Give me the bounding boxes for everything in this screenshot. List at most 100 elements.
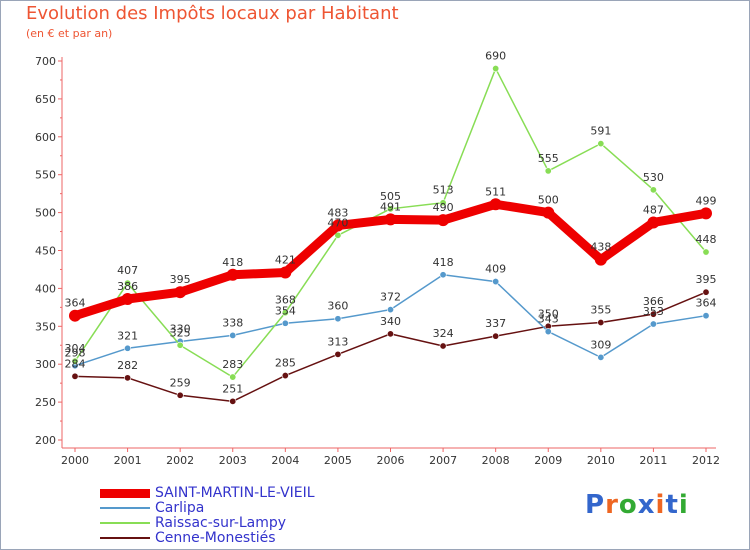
data-point [647, 216, 660, 229]
x-tick-label: 2000 [61, 454, 89, 467]
data-point [439, 342, 447, 350]
x-tick-label: 2010 [587, 454, 615, 467]
data-point [331, 219, 344, 232]
data-point [124, 279, 132, 287]
y-tick-label: 350 [35, 320, 56, 333]
data-point [649, 320, 657, 328]
y-tick-label: 450 [35, 245, 56, 258]
data-point [226, 268, 239, 281]
data-label: 321 [117, 329, 138, 342]
y-tick-label: 250 [35, 396, 56, 409]
data-label: 283 [222, 358, 243, 371]
legend-item: Cenne-Monestiés [100, 531, 380, 546]
data-label: 337 [485, 317, 506, 330]
y-tick-label: 400 [35, 282, 56, 295]
data-point [597, 319, 605, 327]
data-point [71, 372, 79, 380]
data-point [334, 315, 342, 323]
data-point [702, 288, 710, 296]
data-label: 591 [590, 125, 611, 138]
data-point [649, 186, 657, 194]
x-tick-label: 2006 [377, 454, 405, 467]
data-label: 284 [65, 357, 86, 370]
legend-label: Raissac-sur-Lampy [155, 515, 287, 531]
data-label: 490 [433, 201, 454, 214]
logo-letter: P [585, 490, 606, 520]
data-label: 309 [590, 338, 611, 351]
data-point [334, 231, 342, 239]
data-point [439, 271, 447, 279]
data-label: 364 [65, 297, 86, 310]
data-point [281, 372, 289, 380]
data-label: 298 [65, 347, 86, 360]
legend-item: Carlipa [100, 501, 380, 516]
data-point [544, 167, 552, 175]
data-label: 395 [696, 273, 717, 286]
y-tick-label: 700 [35, 55, 56, 68]
y-tick-label: 500 [35, 207, 56, 220]
data-point [439, 199, 447, 207]
logo-letter: i [678, 490, 689, 520]
legend-label: SAINT-MARTIN-LE-VIEIL [155, 485, 315, 501]
data-label: 470 [327, 216, 348, 229]
data-label: 409 [485, 263, 506, 276]
logo-letter: i [655, 490, 666, 520]
data-label: 355 [590, 304, 611, 317]
data-point [700, 207, 712, 220]
data-point [542, 206, 555, 219]
data-label: 511 [485, 185, 506, 198]
data-label: 338 [222, 316, 243, 329]
legend-item: Raissac-sur-Lampy [100, 516, 380, 531]
data-label: 282 [117, 359, 138, 372]
data-point [489, 198, 502, 211]
y-tick-label: 550 [35, 169, 56, 182]
data-point [544, 328, 552, 336]
data-label: 360 [327, 300, 348, 313]
data-point [702, 312, 710, 320]
y-tick-label: 650 [35, 93, 56, 106]
data-label: 350 [538, 307, 559, 320]
data-label: 530 [643, 171, 664, 184]
data-labels: 284 282 259 251 285 313 340 324 337 350 355 366 395 2… [65, 50, 717, 396]
data-point [386, 205, 394, 213]
data-label: 330 [170, 322, 191, 335]
data-label: 448 [696, 233, 717, 246]
data-point [229, 397, 237, 405]
data-point [229, 331, 237, 339]
legend-swatch [100, 488, 150, 498]
data-label: 304 [65, 342, 86, 355]
chart-subtitle: (en € et par an) [26, 27, 113, 40]
data-label: 555 [538, 152, 559, 165]
y-tick-label: 300 [35, 358, 56, 371]
axes: 200 250 300 350 400 450 500 550 600 650 700 2000 200… [35, 55, 720, 467]
logo-letter: t [665, 490, 679, 520]
data-point [702, 248, 710, 256]
data-label: 285 [275, 357, 296, 370]
data-label: 483 [327, 206, 348, 219]
x-tick-label: 2007 [429, 454, 457, 467]
data-point [71, 357, 79, 365]
data-point [384, 213, 397, 226]
data-label: 418 [433, 256, 454, 269]
data-label: 364 [696, 297, 717, 310]
data-point [492, 65, 500, 73]
data-point [176, 391, 184, 399]
data-point [492, 278, 500, 286]
data-label: 353 [643, 305, 664, 318]
legend-swatch [100, 507, 150, 509]
data-point [649, 310, 657, 318]
data-point [594, 253, 607, 266]
x-tick-label: 2003 [219, 454, 247, 467]
data-label: 500 [538, 194, 559, 207]
data-label: 421 [275, 253, 296, 266]
data-label: 487 [643, 203, 664, 216]
logo-letter: r [605, 490, 619, 520]
data-label: 354 [275, 304, 296, 317]
legend: SAINT-MARTIN-LE-VIEIL Carlipa Raissac-sur-… [100, 486, 380, 546]
data-label: 491 [380, 200, 401, 213]
data-point [279, 266, 292, 279]
legend-label: Carlipa [155, 500, 205, 516]
data-label: 343 [538, 313, 559, 326]
data-label: 259 [170, 376, 191, 389]
